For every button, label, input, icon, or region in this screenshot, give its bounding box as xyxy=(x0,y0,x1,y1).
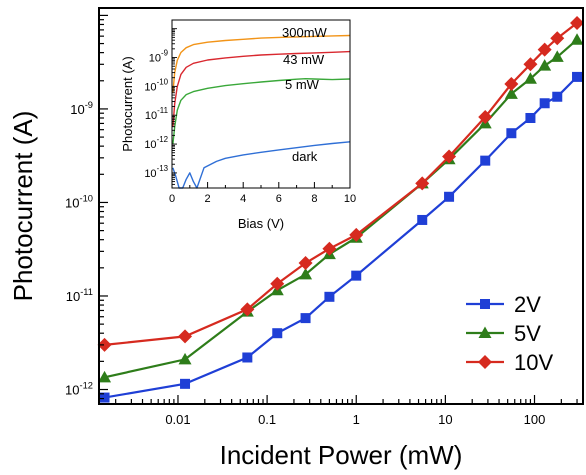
main-data-point xyxy=(99,392,110,403)
main-y-tick-label: 10-10 xyxy=(65,193,93,210)
main-data-point xyxy=(550,50,564,62)
inset-y-tick-label: 10-9 xyxy=(149,49,169,65)
main-x-axis-title: Incident Power (mW) xyxy=(220,440,463,470)
inset-series-label: 300mW xyxy=(282,25,328,40)
inset-plot: 0 2 4 6 8 10 10-13 10-12 10-11 10-10 10-9 300mW 43… xyxy=(120,19,356,231)
main-x-tick-label: 10 xyxy=(438,412,452,427)
main-x-tick-label: 1 xyxy=(353,412,360,427)
inset-y-ticks: 10-13 10-12 10-11 10-10 10-9 xyxy=(144,19,177,189)
main-data-point xyxy=(417,214,428,225)
inset-series-labels: 300mW 43 mW 5 mW dark xyxy=(282,25,328,164)
main-y-axis-title: Photocurrent (A) xyxy=(8,111,38,302)
legend-label: 10V xyxy=(514,350,553,375)
main-data-point xyxy=(550,31,565,46)
main-data-point xyxy=(97,337,112,352)
inset-x-tick-label: 8 xyxy=(311,193,317,205)
inset-x-tick-label: 10 xyxy=(344,193,356,205)
main-data-point xyxy=(298,256,313,271)
inset-series-group xyxy=(172,34,351,189)
main-series-group xyxy=(97,15,585,403)
main-data-point xyxy=(300,313,311,324)
main-data-point xyxy=(178,329,193,344)
main-y-ticks: 10-12 10-11 10-10 10-9 xyxy=(65,14,108,405)
legend-label: 5V xyxy=(514,321,541,346)
inset-series-line-5mW xyxy=(172,77,351,145)
main-data-point xyxy=(570,15,585,30)
inset-y-tick-label: 10-11 xyxy=(145,106,169,122)
main-data-point xyxy=(506,128,517,139)
main-data-point xyxy=(444,191,455,202)
inset-series-label: 43 mW xyxy=(283,52,325,67)
inset-series-line-43mW xyxy=(172,50,351,127)
main-data-point xyxy=(242,352,253,363)
inset-series-line-300mW xyxy=(172,34,351,93)
main-plot-frame xyxy=(98,7,584,405)
main-data-point xyxy=(240,302,255,317)
main-data-point xyxy=(272,328,283,339)
main-y-tick-label: 10-12 xyxy=(65,381,93,398)
main-x-tick-label: 0.1 xyxy=(258,412,276,427)
main-data-point xyxy=(178,352,192,365)
inset-series-label: dark xyxy=(292,149,318,164)
inset-y-tick-label: 10-13 xyxy=(144,164,168,180)
main-data-point xyxy=(180,378,191,389)
main-data-point xyxy=(537,42,552,57)
main-data-point xyxy=(538,59,552,71)
main-data-point xyxy=(504,87,518,99)
legend-swatch-marker xyxy=(478,355,492,369)
inset-x-tick-label: 6 xyxy=(276,193,282,205)
main-data-point xyxy=(552,91,563,102)
inset-x-tick-label: 4 xyxy=(240,193,246,205)
main-y-tick-label: 10-11 xyxy=(66,287,93,304)
main-data-point xyxy=(322,241,337,256)
main-x-tick-label: 0.01 xyxy=(165,412,190,427)
main-x-tick-label: 100 xyxy=(524,412,546,427)
main-x-ticks: 0.01 0.1 1 10 100 xyxy=(115,395,578,427)
inset-y-tick-label: 10-12 xyxy=(144,135,168,151)
legend-swatch-marker xyxy=(478,326,492,338)
inset-x-tick-label: 2 xyxy=(205,193,211,205)
main-data-point xyxy=(351,270,362,281)
inset-x-axis-title: Bias (V) xyxy=(238,216,284,231)
inset-background xyxy=(172,20,350,188)
main-data-point xyxy=(349,227,364,242)
inset-x-tick-label: 0 xyxy=(169,193,175,205)
main-legend: 2V 5V 10V xyxy=(466,292,553,375)
main-data-point xyxy=(570,33,584,45)
inset-y-axis-title: Photocurrent (A) xyxy=(120,56,135,151)
main-data-point xyxy=(442,149,457,164)
main-data-point xyxy=(299,267,313,280)
main-data-point xyxy=(480,155,491,166)
main-y-tick-label: 10-9 xyxy=(70,100,93,117)
main-data-point xyxy=(523,72,537,84)
inset-x-ticks: 0 2 4 6 8 10 xyxy=(169,182,356,205)
main-data-point xyxy=(504,76,519,91)
inset-y-tick-label: 10-10 xyxy=(144,77,168,93)
main-data-point xyxy=(523,57,538,72)
main-data-point xyxy=(572,71,583,82)
main-data-point xyxy=(478,109,493,124)
inset-series-label: 5 mW xyxy=(285,77,320,92)
legend-swatch-marker xyxy=(480,299,490,309)
main-data-point xyxy=(270,276,285,291)
legend-label: 2V xyxy=(514,292,541,317)
main-data-point xyxy=(525,112,536,123)
main-data-point xyxy=(98,370,112,383)
main-data-point xyxy=(324,291,335,302)
main-data-point xyxy=(415,176,430,191)
main-data-point xyxy=(539,98,550,109)
